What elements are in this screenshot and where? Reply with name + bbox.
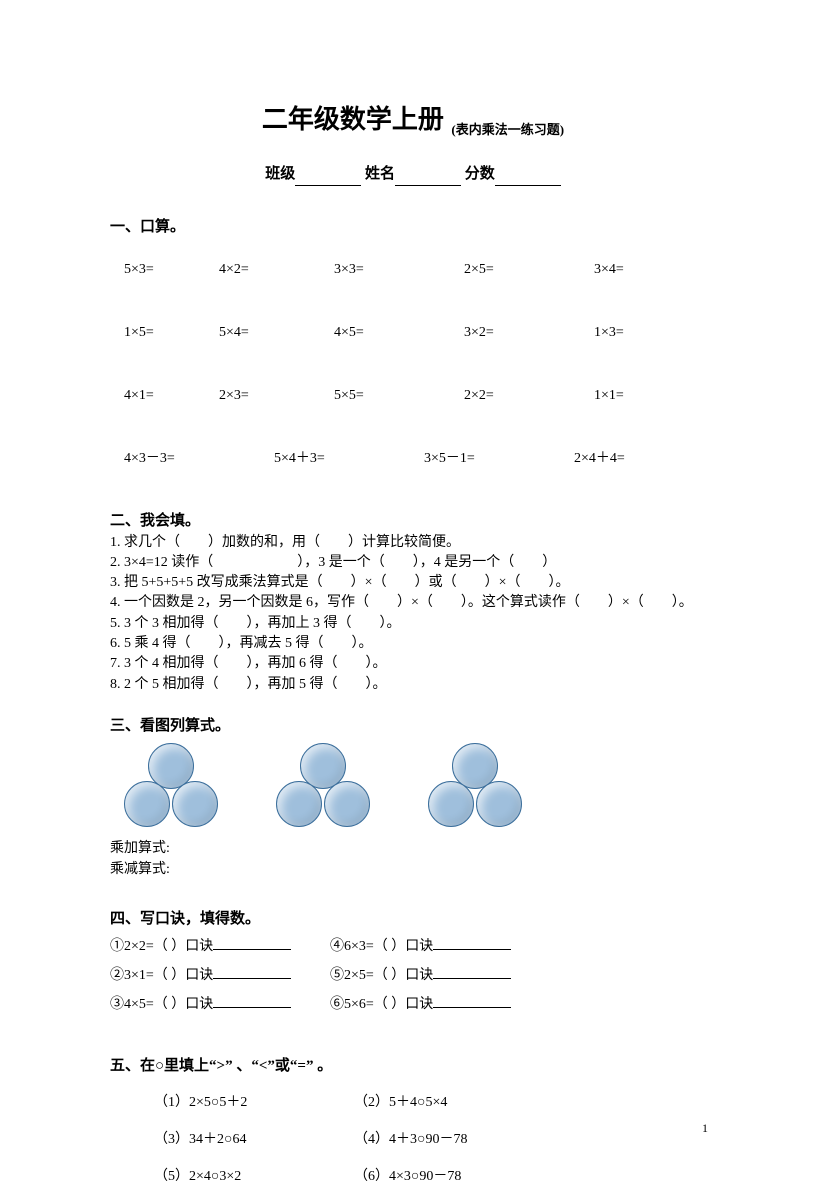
circle-cluster bbox=[276, 743, 368, 827]
blank-line bbox=[213, 978, 291, 979]
s3-heading: 三、看图列算式。 bbox=[110, 715, 716, 738]
calc-cell: 4×2= bbox=[219, 259, 334, 280]
circle-icon bbox=[124, 781, 170, 827]
info-line: 班级 姓名 分数 bbox=[110, 163, 716, 186]
calc-cell: 1×5= bbox=[124, 322, 219, 343]
s5-item: （5）2×4○3×2 bbox=[154, 1166, 354, 1187]
s2-heading: 二、我会填。 bbox=[110, 510, 716, 533]
s4-item: ④6×3=（ ）口诀 bbox=[330, 939, 433, 954]
s5-item: （3）34＋2○64 bbox=[154, 1129, 354, 1150]
calc-cell: 1×1= bbox=[594, 388, 624, 403]
calc-cell: 5×4= bbox=[219, 322, 334, 343]
s4-item: ⑤2×5=（ ）口诀 bbox=[330, 968, 433, 983]
s1-row1: 5×3=4×2=3×3=2×5=3×4= bbox=[110, 238, 716, 301]
s1-row4: 4×3－3=5×4＋3=3×5－1=2×4＋4= bbox=[110, 427, 716, 490]
calc-cell: 1×3= bbox=[594, 325, 624, 340]
calc-cell: 3×2= bbox=[464, 322, 594, 343]
calc-cell: 2×3= bbox=[219, 385, 334, 406]
label-class: 班级 bbox=[265, 166, 295, 182]
calc-cell: 2×5= bbox=[464, 259, 594, 280]
circle-icon bbox=[476, 781, 522, 827]
label-name: 姓名 bbox=[365, 166, 395, 182]
s4-item: ③4×5=（ ）口诀 bbox=[110, 997, 213, 1012]
calc-cell: 2×2= bbox=[464, 385, 594, 406]
s4-item: ⑥5×6=（ ）口诀 bbox=[330, 997, 433, 1012]
s2-line: 4. 一个因数是 2，另一个因数是 6，写作（ ）×（ ）。这个算式读作（ ）×… bbox=[110, 593, 716, 613]
page-number: 1 bbox=[702, 1119, 708, 1137]
s4-item: ①2×2=（ ）口诀 bbox=[110, 939, 213, 954]
s5-row: （1）2×5○5＋2 （2）5＋4○5×4 bbox=[154, 1092, 716, 1113]
s5-row: （5）2×4○3×2 （6）4×3○90－78 bbox=[154, 1166, 716, 1187]
s2-line: 6. 5 乘 4 得（ ），再减去 5 得（ ）。 bbox=[110, 634, 716, 654]
s4-row: ②3×1=（ ）口诀 ⑤2×5=（ ）口诀 bbox=[110, 965, 716, 986]
title-main: 二年级数学上册 bbox=[262, 105, 444, 134]
circle-icon bbox=[324, 781, 370, 827]
s5-item: （2）5＋4○5×4 bbox=[354, 1092, 554, 1113]
calc-cell: 3×5－1= bbox=[424, 448, 574, 469]
s4-item: ②3×1=（ ）口诀 bbox=[110, 968, 213, 983]
circle-cluster bbox=[428, 743, 520, 827]
s4-row: ①2×2=（ ）口诀 ④6×3=（ ）口诀 bbox=[110, 936, 716, 957]
s5-item: （4）4＋3○90－78 bbox=[354, 1129, 554, 1150]
s1-row2: 1×5=5×4=4×5=3×2=1×3= bbox=[110, 301, 716, 364]
blank-score bbox=[495, 170, 561, 186]
s3-lineB: 乘减算式: bbox=[110, 860, 716, 880]
s5-item: （1）2×5○5＋2 bbox=[154, 1092, 354, 1113]
circle-icon bbox=[276, 781, 322, 827]
s5-item: （6）4×3○90－78 bbox=[354, 1166, 554, 1187]
circle-icon bbox=[428, 781, 474, 827]
title-sub: (表内乘法一练习题) bbox=[451, 122, 564, 137]
calc-cell: 5×3= bbox=[124, 259, 219, 280]
calc-cell: 3×3= bbox=[334, 259, 464, 280]
calc-cell: 4×5= bbox=[334, 322, 464, 343]
blank-class bbox=[295, 170, 361, 186]
s2-line: 2. 3×4=12 读作（ ），3 是一个（ ），4 是另一个（ ） bbox=[110, 553, 716, 573]
s2-line: 8. 2 个 5 相加得（ ），再加 5 得（ ）。 bbox=[110, 675, 716, 695]
label-score: 分数 bbox=[465, 166, 495, 182]
circle-diagram bbox=[124, 743, 716, 827]
s2-line: 1. 求几个（ ）加数的和，用（ ）计算比较简便。 bbox=[110, 533, 716, 553]
s5-row: （3）34＋2○64 （4）4＋3○90－78 bbox=[154, 1129, 716, 1150]
s2-line: 5. 3 个 3 相加得（ ），再加上 3 得（ ）。 bbox=[110, 614, 716, 634]
blank-name bbox=[395, 170, 461, 186]
calc-cell: 3×4= bbox=[594, 262, 624, 277]
blank-line bbox=[213, 949, 291, 950]
blank-line bbox=[433, 1007, 511, 1008]
blank-line bbox=[213, 1007, 291, 1008]
calc-cell: 4×1= bbox=[124, 385, 219, 406]
calc-cell: 5×5= bbox=[334, 385, 464, 406]
s2-line: 7. 3 个 4 相加得（ ），再加 6 得（ ）。 bbox=[110, 654, 716, 674]
s1-row3: 4×1=2×3=5×5=2×2=1×1= bbox=[110, 364, 716, 427]
title-line: 二年级数学上册 (表内乘法一练习题) bbox=[110, 100, 716, 139]
worksheet-page: 二年级数学上册 (表内乘法一练习题) 班级 姓名 分数 一、口算。 5×3=4×… bbox=[0, 0, 826, 1169]
calc-cell: 2×4＋4= bbox=[574, 451, 625, 466]
s1-heading: 一、口算。 bbox=[110, 216, 716, 239]
s2-line: 3. 把 5+5+5+5 改写成乘法算式是（ ）×（ ）或（ ）×（ ）。 bbox=[110, 573, 716, 593]
s4-heading: 四、写口诀，填得数。 bbox=[110, 908, 716, 931]
calc-cell: 4×3－3= bbox=[124, 448, 274, 469]
s4-row: ③4×5=（ ）口诀 ⑥5×6=（ ）口诀 bbox=[110, 994, 716, 1015]
s3-lineA: 乘加算式: bbox=[110, 839, 716, 859]
blank-line bbox=[433, 978, 511, 979]
blank-line bbox=[433, 949, 511, 950]
calc-cell: 5×4＋3= bbox=[274, 448, 424, 469]
s5-heading: 五、在○里填上“>” 、“<”或“=” 。 bbox=[110, 1055, 716, 1078]
circle-cluster bbox=[124, 743, 216, 827]
circle-icon bbox=[172, 781, 218, 827]
